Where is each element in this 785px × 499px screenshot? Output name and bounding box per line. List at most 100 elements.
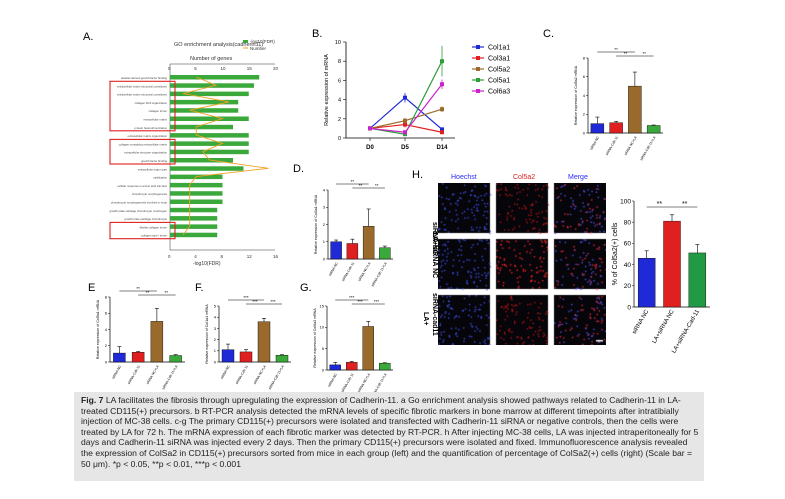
sig-label: ** xyxy=(614,47,618,52)
go-term-label: extracellular region part xyxy=(138,167,167,171)
h-header-hoechst: Hoechst xyxy=(451,174,477,181)
go-bar xyxy=(170,158,233,163)
sig-label: *** xyxy=(252,299,258,304)
legend-marker xyxy=(476,67,480,71)
bar-y-tick: 2 xyxy=(583,112,586,117)
bar-x-label: siRNA NC xyxy=(328,261,339,277)
bar xyxy=(113,352,126,363)
go-top-tick: 15 xyxy=(247,66,253,71)
figure-caption: Fig. 7 LA facilitates the fibrosis throu… xyxy=(81,395,699,469)
sig-label: *** xyxy=(357,299,363,304)
line-y-tick: 4 xyxy=(338,98,341,104)
go-top-tick: 10 xyxy=(221,66,227,71)
bar-y-tick: 0 xyxy=(323,256,326,261)
go-term-label: extracellular structure organization xyxy=(124,151,167,155)
line-x-tick: D5 xyxy=(401,145,409,151)
bar xyxy=(646,125,661,134)
bar-panel-h2: 0 20 40 60 80 100 % of Col5a2(+) cells siRNA NC… xyxy=(612,198,710,355)
bar-x-label: LA+siRNA-Cad-11 xyxy=(671,308,701,354)
line-point xyxy=(368,126,372,131)
bar-x-label: siRNA NC+LA xyxy=(357,261,372,282)
line-y-tick: 2 xyxy=(338,117,341,123)
go-top-tick: 20 xyxy=(273,66,279,71)
sig-label: ** xyxy=(359,183,363,188)
go-bar xyxy=(170,191,223,196)
legend-label: Col5a1 xyxy=(488,78,510,85)
bar-y-tick: 0 xyxy=(627,304,631,311)
go-bottom-tick: 4 xyxy=(194,254,197,259)
go-bar xyxy=(170,91,249,97)
bar-x-label: siRNA NC+LA xyxy=(253,364,268,385)
bar-x-label: siRNA-Cdh 11 xyxy=(340,372,354,393)
bar-y-tick: 0 xyxy=(583,130,586,135)
bar xyxy=(346,362,358,371)
bar-y-tick: 0 xyxy=(214,359,217,364)
caption-background xyxy=(74,392,704,481)
bar xyxy=(688,252,707,308)
bar-y-tick: 15 xyxy=(320,303,325,308)
go-bar xyxy=(170,216,218,221)
bar-y-tick: 4 xyxy=(214,315,217,320)
bar-y-tick: 0 xyxy=(105,359,108,364)
go-bar xyxy=(170,108,239,113)
sig-label: ** xyxy=(682,201,688,208)
bar xyxy=(221,349,235,363)
sig-label: *** xyxy=(243,295,249,300)
immunofluorescence-grid xyxy=(438,183,606,345)
go-top-label: Number of genes xyxy=(190,56,232,62)
go-legend-fdr: -log10(FDR) xyxy=(250,39,275,44)
bar-y-tick: 100 xyxy=(620,198,631,205)
bar-x-label: siRNA NC+LA xyxy=(624,135,639,156)
bar-y-tick: 2 xyxy=(214,337,217,342)
go-bar xyxy=(170,124,233,130)
bar-y-tick: 4 xyxy=(323,187,326,192)
bar xyxy=(239,351,253,363)
bar-y-tick: 6 xyxy=(105,311,108,316)
bar xyxy=(379,247,391,260)
bar xyxy=(275,355,289,363)
go-term-label: platelet-derived growth factor binding xyxy=(121,76,167,80)
caption-body: a Go enrichment analysis showed pathways… xyxy=(81,395,699,469)
go-bar xyxy=(170,232,218,238)
bar xyxy=(362,226,375,260)
bar xyxy=(590,123,605,134)
bar-x-label: siRNA NC xyxy=(327,372,338,388)
go-term-label: chondrocyte morphogenesis involved in en… xyxy=(111,201,168,205)
go-fdr-line xyxy=(182,76,269,235)
legend-label: Col6a3 xyxy=(488,89,510,96)
bar xyxy=(663,220,681,308)
go-highlight-box xyxy=(109,80,176,132)
legend-label: Col5a2 xyxy=(488,67,510,74)
line-y-label: Relative expression of mRNA xyxy=(324,54,330,126)
bar-y-tick: 5 xyxy=(214,303,217,308)
go-bar xyxy=(170,199,223,204)
bar-panel-e: 0 2 4 6 8 Relative expression of Col5a1 mRNA s… xyxy=(96,286,185,390)
go-term-label: collagen-containing extracellular matrix xyxy=(119,142,168,146)
bar-x-label: siRNA-Cdh 11 xyxy=(605,135,619,156)
bar-x-label: siRNA NC xyxy=(632,308,651,335)
go-bar xyxy=(170,99,239,105)
sig-label: *** xyxy=(270,299,276,304)
h-header-merge: Merge xyxy=(568,174,588,181)
go-term-label: collagen type I trimer xyxy=(141,234,167,238)
bar-y-tick: 8 xyxy=(105,294,108,299)
go-enrichment-chart: 0 5 10 15 20 0 4 8 12 16 platelet-derived growth f… xyxy=(109,63,279,259)
legend-marker xyxy=(476,56,480,60)
bar xyxy=(329,364,341,371)
line-y-tick: 6 xyxy=(338,78,341,84)
bar-x-label: siRNA-Cdh 11 xyxy=(127,364,141,385)
bar-y-tick: 10 xyxy=(320,325,325,330)
bar xyxy=(169,355,182,363)
bar-panel-c: 0 2 4 6 8 Relative expression of Col5a2 mRNA s… xyxy=(574,47,663,161)
go-bottom-label: -log10(FDR) xyxy=(193,261,221,267)
bar-x-label: LA+siRNA NC xyxy=(652,308,676,344)
panel-letter-d: D. xyxy=(293,163,304,175)
bar xyxy=(628,85,642,134)
panel-letter-b: B. xyxy=(312,28,322,40)
line-y-tick: 0 xyxy=(338,136,341,142)
go-term-label: ossification xyxy=(153,176,167,180)
bar-y-tick: 40 xyxy=(624,262,632,269)
bar-panel-f: 0 1 2 3 4 5 Relative expression of Col1a1 mRNA… xyxy=(205,295,291,390)
sig-label: *** xyxy=(349,295,355,300)
